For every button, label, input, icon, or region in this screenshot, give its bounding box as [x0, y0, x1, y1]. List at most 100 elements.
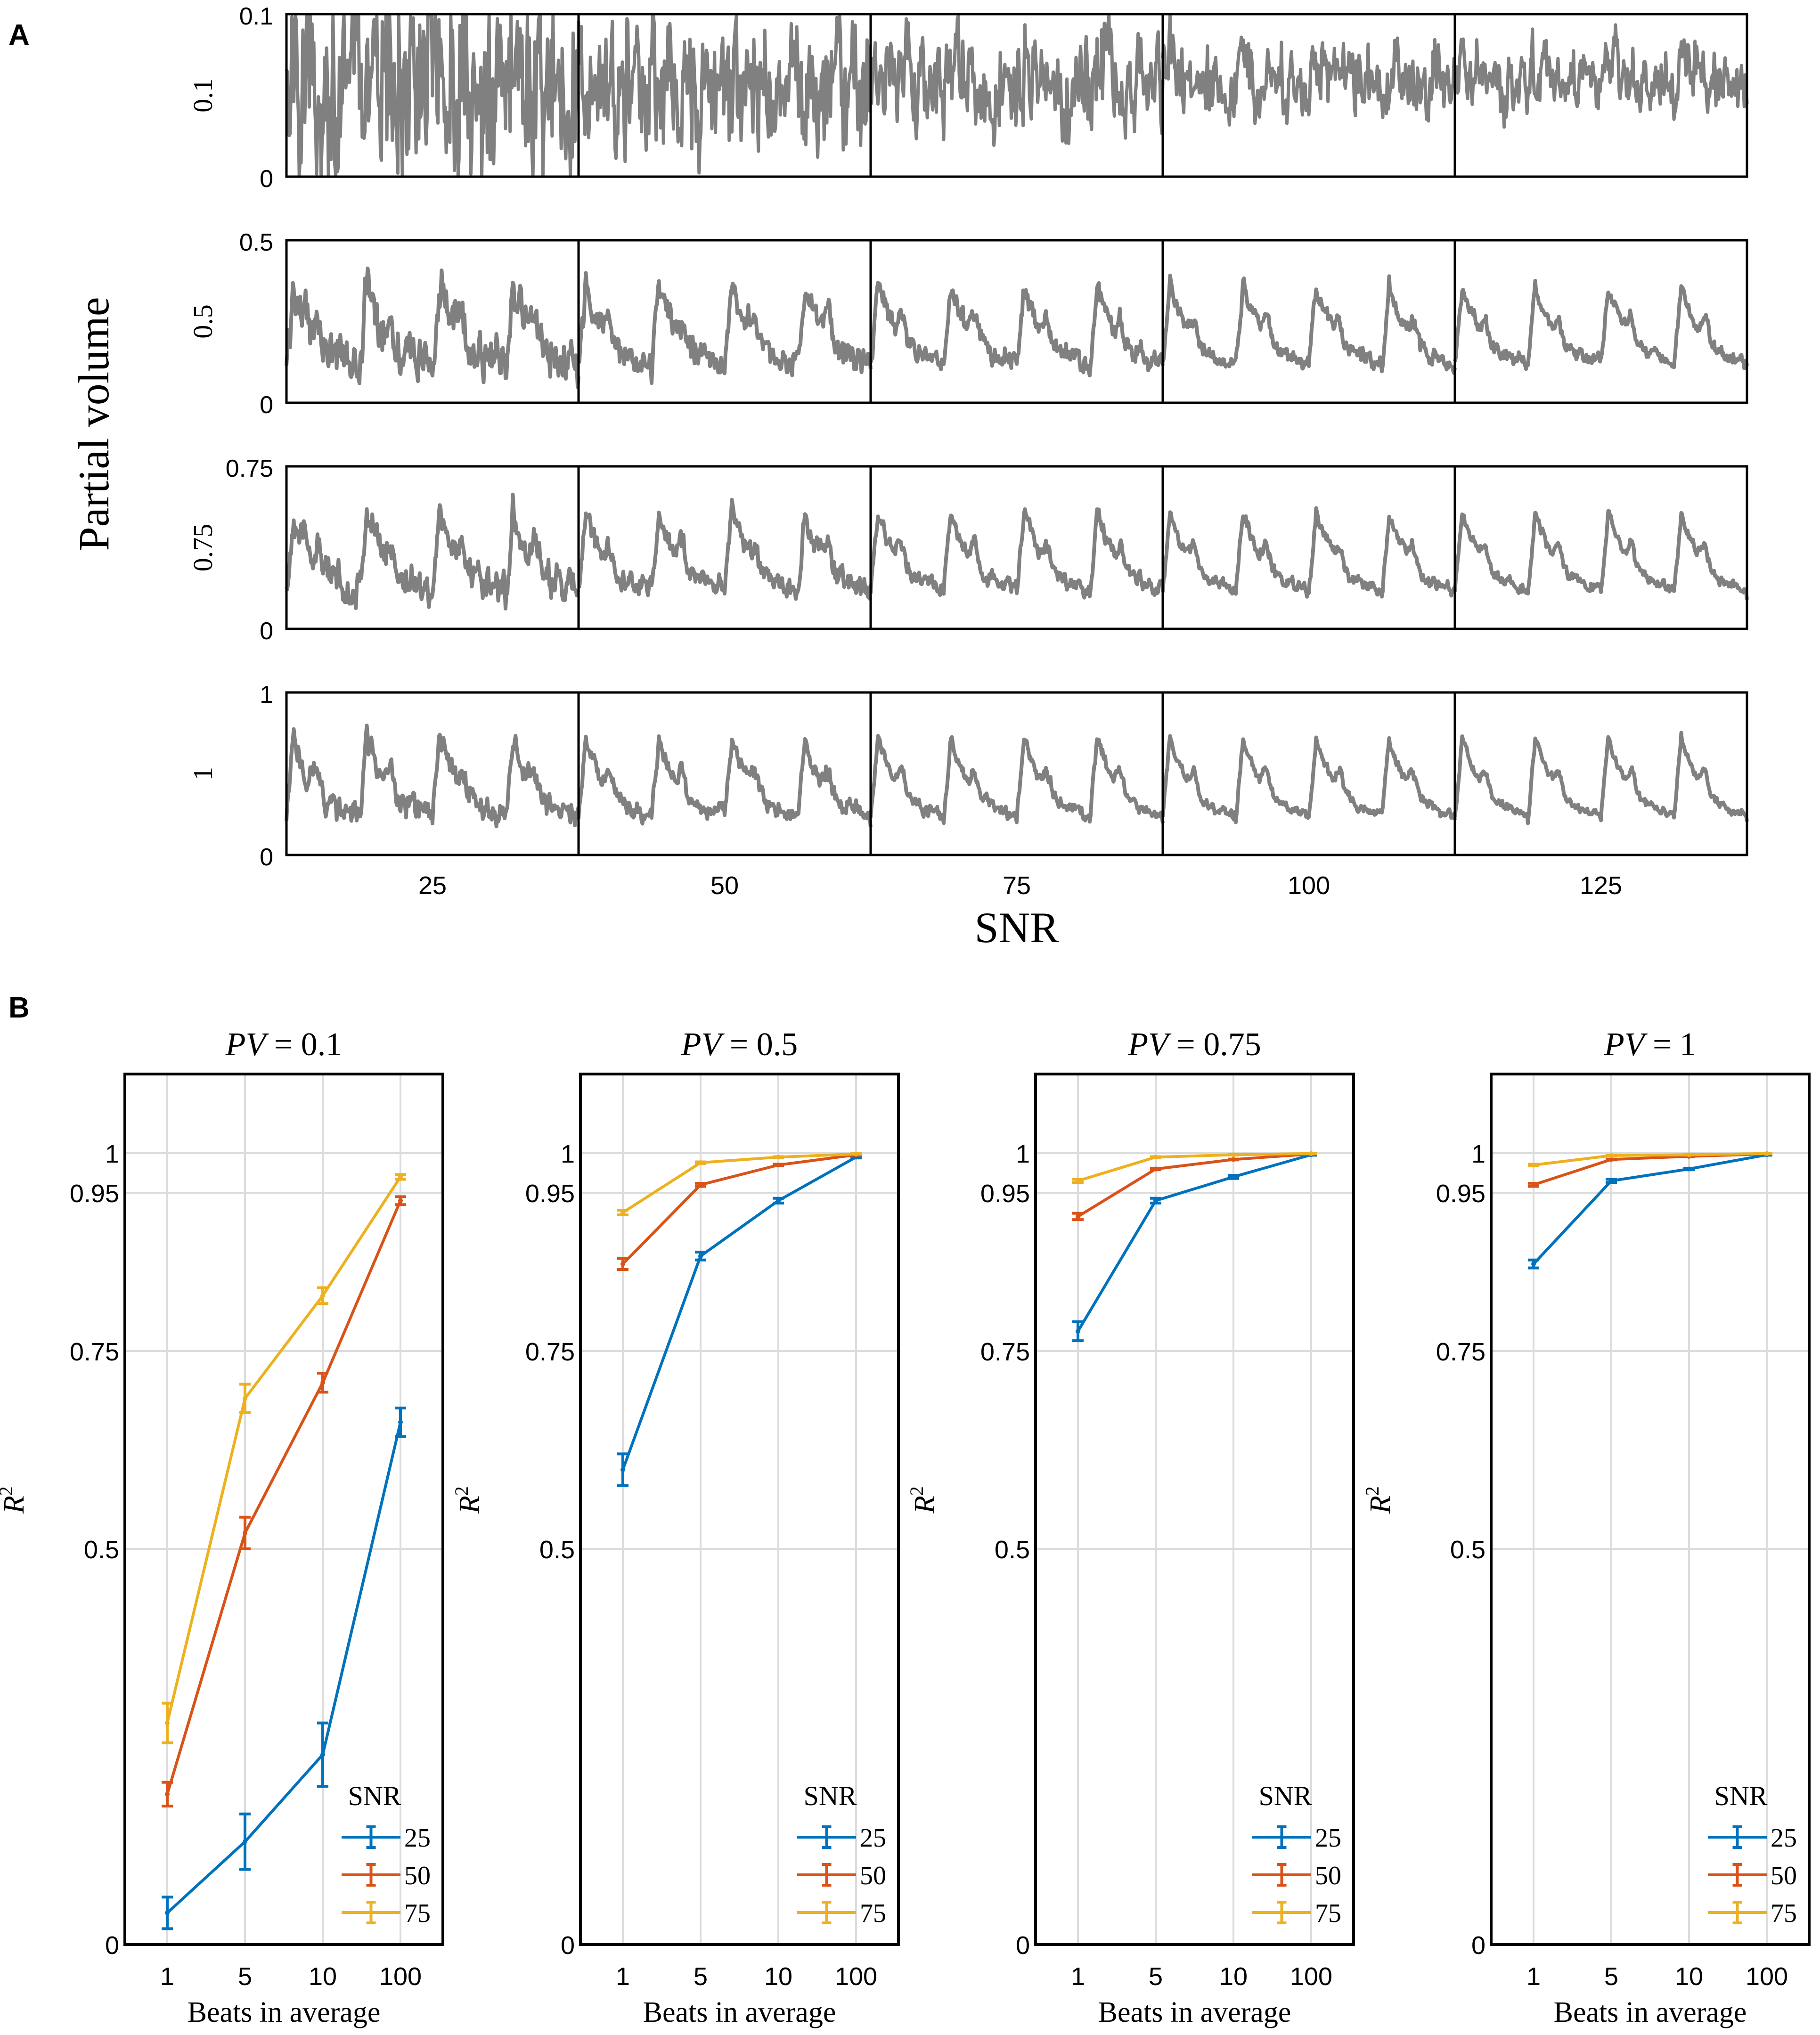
data-point	[243, 1396, 247, 1401]
legend-label: 50	[1771, 1861, 1797, 1890]
xtick-label: 10	[1219, 1962, 1248, 1991]
xtick-label: 5	[1604, 1962, 1618, 1991]
xtick-label: 10	[1675, 1962, 1703, 1991]
data-point	[1764, 1151, 1769, 1156]
legend-label: 50	[404, 1861, 431, 1890]
r2-chart-2: PV = 0.75 0 0.5 0.75 0.95 1 1 5 10 100 R2 Beats in …	[906, 1026, 1355, 2028]
ytick-label: 0	[561, 1931, 575, 1960]
legend-label: 25	[860, 1823, 886, 1853]
row-ytick-top: 1	[260, 681, 273, 708]
signal-trace-snr-50	[577, 734, 873, 828]
signal-trace-snr-100	[1161, 14, 1457, 127]
series-line-snr-75	[1077, 1152, 1312, 1182]
signal-trace-snr-125	[1453, 509, 1749, 600]
legend-title: SNR	[1259, 1781, 1312, 1811]
legend-title: SNR	[804, 1781, 857, 1811]
data-point	[398, 1198, 403, 1203]
signal-trace-snr-75	[869, 507, 1165, 600]
data-point	[243, 1530, 247, 1536]
xtick-label: 100	[379, 1962, 422, 1991]
ytick-label: 1	[561, 1140, 575, 1168]
data-point	[1687, 1152, 1691, 1157]
row-pv-label: 0.1	[188, 78, 218, 113]
signal-trace-snr-125	[1453, 278, 1749, 371]
data-point	[1231, 1152, 1236, 1157]
legend-label: 75	[1771, 1899, 1797, 1928]
data-point	[1153, 1155, 1158, 1160]
chart-title-value: = 0.5	[721, 1026, 798, 1063]
series-line-snr-75	[622, 1152, 857, 1214]
r2-chart-1: PV = 0.5 0 0.5 0.75 0.95 1 1 5 10 100 R2 Beats in a…	[451, 1026, 900, 2028]
series-line-snr-50	[621, 1153, 857, 1265]
row-pv-label: 1	[188, 767, 218, 781]
data-point	[1076, 1178, 1080, 1183]
ytick-label: 0.95	[1436, 1180, 1485, 1208]
ylabel-base: R	[0, 1496, 30, 1514]
chart-title: PV = 1	[1604, 1026, 1696, 1063]
data-point	[620, 1210, 625, 1215]
ytick-label: 0.5	[539, 1536, 575, 1564]
chart-xlabel: Beats in average	[1098, 1996, 1291, 2028]
data-point	[1076, 1214, 1080, 1219]
series-line-snr-25	[1532, 1153, 1767, 1265]
pv-row-0: 0.1 0 0.1	[188, 3, 1749, 193]
row-ytick-top: 0.5	[239, 229, 273, 256]
xtick-label: 10	[309, 1962, 337, 1991]
row-frame	[285, 691, 1748, 856]
data-point	[698, 1254, 703, 1259]
data-point	[620, 1262, 625, 1267]
chart-frame	[1490, 1073, 1811, 1946]
chart-title: PV = 0.75	[1127, 1026, 1261, 1063]
series-line-snr-25	[1077, 1153, 1312, 1332]
chart-xlabel: Beats in average	[643, 1996, 836, 2028]
data-point	[776, 1198, 781, 1203]
ytick-label: 0.95	[70, 1180, 119, 1208]
snr-tick-label: 125	[1580, 871, 1622, 900]
ytick-label: 0.75	[1436, 1338, 1485, 1366]
signal-trace-snr-125	[1453, 23, 1749, 129]
series-line-snr-25	[621, 1156, 857, 1471]
legend-label: 75	[860, 1899, 886, 1928]
chart-title-pv: PV	[681, 1026, 725, 1063]
ytick-label: 0	[105, 1931, 119, 1960]
data-point	[243, 1839, 247, 1844]
data-point	[1531, 1163, 1536, 1168]
chart-title-value: = 0.75	[1168, 1026, 1261, 1063]
row-ytick-bottom: 0	[260, 391, 273, 419]
data-point	[320, 1293, 325, 1298]
ytick-label: 1	[1471, 1140, 1485, 1168]
series-line-snr-50	[166, 1200, 402, 1795]
data-point	[1609, 1157, 1614, 1162]
pv-row-2: 0.75 0 0.75	[188, 455, 1749, 645]
xtick-label: 1	[1071, 1962, 1085, 1991]
signal-trace-snr-25	[285, 14, 580, 177]
data-point	[1609, 1153, 1614, 1158]
signal-trace-snr-75	[869, 281, 1165, 378]
chart-frame	[579, 1073, 900, 1946]
ylabel-superscript: 2	[451, 1486, 472, 1496]
pv-row-1: 0.5 0 0.5	[188, 229, 1749, 419]
data-point	[776, 1163, 781, 1168]
ytick-label: 0.5	[84, 1536, 119, 1564]
row-frame	[285, 13, 1748, 178]
r2-chart-3: PV = 1 0 0.5 0.75 0.95 1 1 5 10 100 R2 Beats in ave…	[1362, 1026, 1811, 2028]
signal-trace-snr-25	[285, 266, 580, 389]
signal-trace-snr-100	[1161, 734, 1457, 824]
data-point	[1231, 1174, 1236, 1180]
chart-ylabel: R2	[1362, 1486, 1396, 1514]
chart-ylabel: R2	[906, 1486, 941, 1514]
data-point	[1531, 1182, 1536, 1188]
ylabel-superscript: 2	[906, 1486, 927, 1496]
data-point	[776, 1155, 781, 1160]
chart-title: PV = 0.1	[225, 1026, 343, 1063]
pv-row-3: 1 0 1	[188, 681, 1749, 871]
panel-a-ylabel: Partial volume	[70, 297, 118, 551]
row-ytick-bottom: 0	[260, 618, 273, 645]
series-line-snr-50	[1533, 1152, 1767, 1187]
ytick-label: 0.95	[980, 1180, 1030, 1208]
data-point	[1687, 1166, 1691, 1172]
signal-trace-snr-50	[578, 14, 872, 175]
row-ytick-bottom: 0	[260, 165, 273, 193]
